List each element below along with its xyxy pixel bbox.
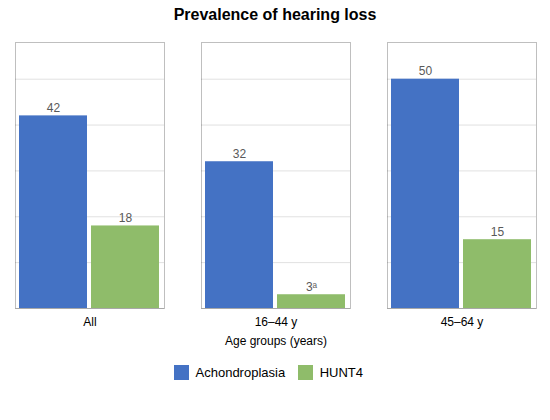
html-text:HUNT4: HUNT4: [319, 365, 363, 380]
svg-text:32: 32: [233, 147, 247, 161]
svg-text:16–44 y: 16–44 y: [255, 315, 298, 329]
svg-text:Age groups (years): Age groups (years): [225, 334, 327, 348]
svg-text:3ᵃ: 3ᵃ: [306, 280, 318, 294]
svg-text:18: 18: [119, 211, 133, 225]
svg-text:42: 42: [47, 101, 61, 115]
svg-text:45–64 y: 45–64 y: [441, 315, 484, 329]
html-text:Achondroplasia: Achondroplasia: [195, 365, 286, 380]
svg-text:All: All: [83, 315, 96, 329]
svg-text:50: 50: [419, 64, 433, 78]
html-text:Prevalence of hearing loss: Prevalence of hearing loss: [173, 6, 377, 23]
svg-text:15: 15: [491, 225, 505, 239]
